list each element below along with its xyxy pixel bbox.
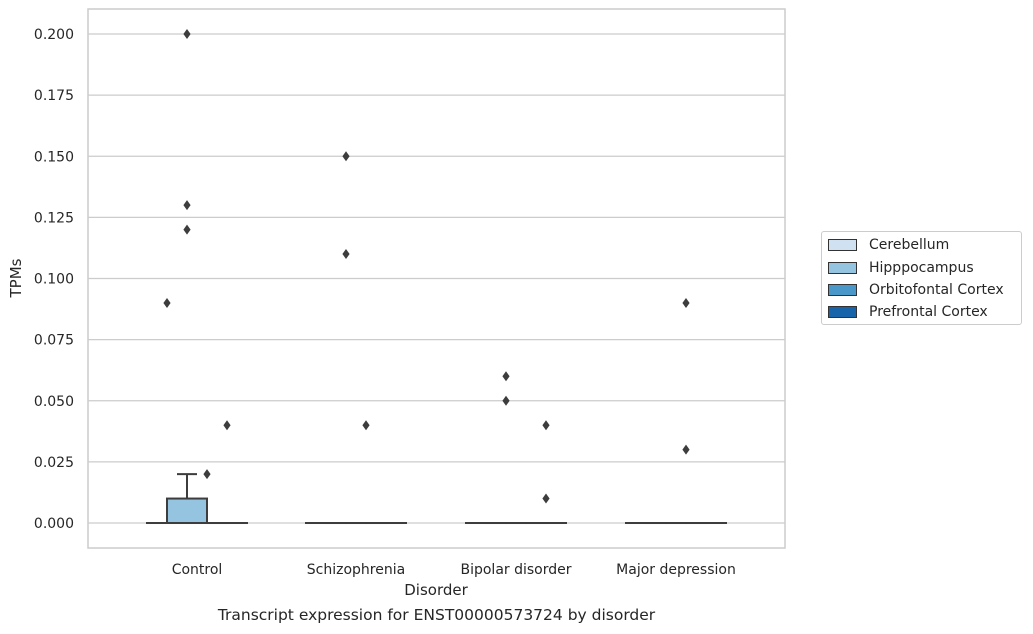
y-tick-label: 0.150 (34, 149, 74, 165)
legend-swatch-hippocampus (828, 262, 857, 274)
gridlines (88, 33, 785, 524)
box-body (166, 497, 208, 524)
y-tick-labels: 0.000 0.025 0.050 0.075 0.100 0.125 0.150 0.175… (34, 27, 74, 532)
y-tick-label: 0.050 (34, 394, 74, 410)
y-tick-label: 0.000 (34, 516, 74, 532)
legend-swatch-orbitofrontal (828, 284, 857, 296)
outlier-point (183, 29, 191, 39)
legend-label-prefrontal: Prefrontal Cortex (869, 304, 988, 320)
x-axis-label: Disorder (404, 581, 468, 599)
y-tick-label: 0.075 (34, 333, 74, 349)
legend-label-hippocampus: Hipppocampus (869, 260, 974, 276)
legend-item-cerebellum: Cerebellum (828, 235, 949, 255)
outlier-point (682, 297, 690, 308)
outlier-point (183, 200, 191, 211)
outlier-point (223, 420, 231, 431)
y-axis-label: TPMs (7, 258, 25, 298)
legend-swatch-cerebellum (828, 239, 857, 251)
outlier-point (342, 249, 350, 260)
x-tick-label: Major depression (616, 562, 736, 578)
legend-swatch-prefrontal (828, 306, 857, 318)
chart-caption: Transcript expression for ENST0000057372… (217, 606, 656, 624)
outlier-point (163, 297, 171, 308)
x-tick-label: Control (172, 562, 223, 578)
plot-area-frame (87, 8, 786, 549)
y-tick-label: 0.175 (34, 88, 74, 104)
box-control-1 (166, 473, 208, 524)
outlier-point (542, 420, 550, 431)
outlier-point (542, 493, 550, 504)
x-tick-label: Schizophrenia (307, 562, 405, 578)
outlier-point (183, 224, 191, 235)
legend-item-hippocampus: Hipppocampus (828, 258, 974, 278)
outlier-point (342, 151, 350, 162)
boxes (146, 473, 727, 525)
y-tick-label: 0.200 (34, 27, 74, 43)
legend-item-prefrontal: Prefrontal Cortex (828, 302, 988, 322)
y-tick-label: 0.100 (34, 272, 74, 288)
y-tick-label: 0.025 (34, 455, 74, 471)
y-tick-label: 0.125 (34, 210, 74, 226)
outlier-point (682, 444, 690, 455)
legend: Cerebellum Hipppocampus Orbitofontal Cor… (821, 231, 1022, 325)
outlier-point (203, 469, 211, 480)
x-tick-labels: Control Schizophrenia Bipolar disorder Majo… (172, 562, 736, 578)
outlier-point (502, 371, 510, 382)
legend-label-cerebellum: Cerebellum (869, 237, 950, 253)
x-tick-label: Bipolar disorder (460, 562, 571, 578)
legend-label-orbitofrontal: Orbitofontal Cortex (869, 282, 1004, 298)
legend-item-orbitofrontal: Orbitofontal Cortex (828, 280, 1004, 300)
outlier-point (502, 395, 510, 406)
outlier-point (362, 420, 370, 431)
outliers (163, 29, 690, 504)
